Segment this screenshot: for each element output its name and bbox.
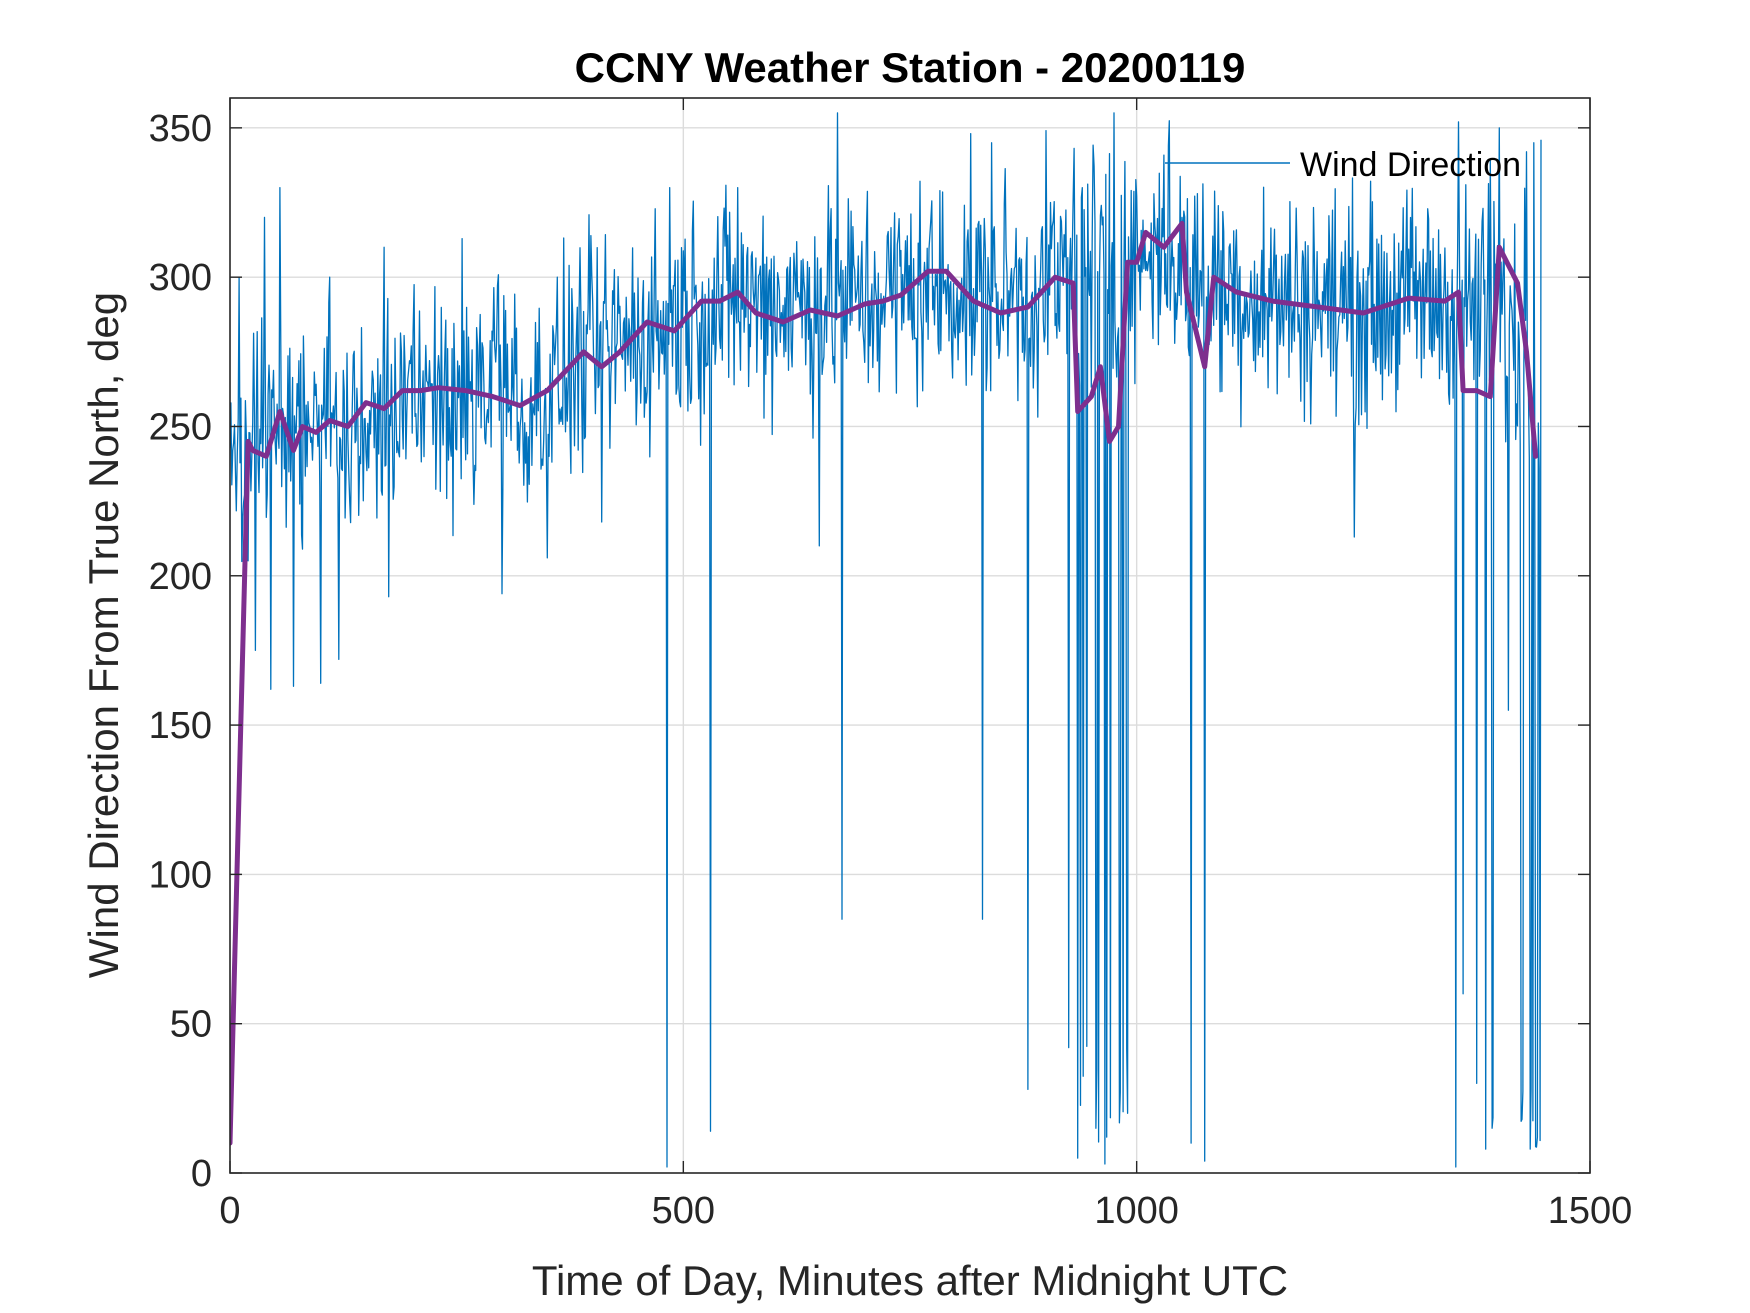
y-tick-label: 0 <box>191 1153 212 1195</box>
y-tick-label: 250 <box>149 406 212 448</box>
y-tick-label: 100 <box>149 854 212 896</box>
y-tick-label: 150 <box>149 705 212 747</box>
legend: Wind Direction <box>1165 146 1521 184</box>
legend-label-wind-direction: Wind Direction <box>1300 146 1521 184</box>
x-tick-label: 1500 <box>1548 1190 1633 1232</box>
chart-title: CCNY Weather Station - 20200119 <box>575 44 1246 91</box>
plot-area <box>230 112 1542 1168</box>
y-tick-label: 350 <box>149 108 212 150</box>
tick-layer: 0 500 1000 1500 0 50 100 150 200 250 300 350 <box>149 98 1633 1232</box>
x-axis-label: Time of Day, Minutes after Midnight UTC <box>532 1257 1288 1304</box>
y-axis-label: Wind Direction From True North, deg <box>80 292 127 978</box>
y-tick-label: 200 <box>149 556 212 598</box>
y-tick-label: 50 <box>170 1004 212 1046</box>
smoothed-average-series-line <box>230 220 1539 1146</box>
y-tick-label: 300 <box>149 257 212 299</box>
axes-box <box>229 97 1591 1174</box>
x-tick-label: 0 <box>219 1190 240 1232</box>
x-tick-label: 500 <box>652 1190 715 1232</box>
x-tick-label: 1000 <box>1094 1190 1179 1232</box>
